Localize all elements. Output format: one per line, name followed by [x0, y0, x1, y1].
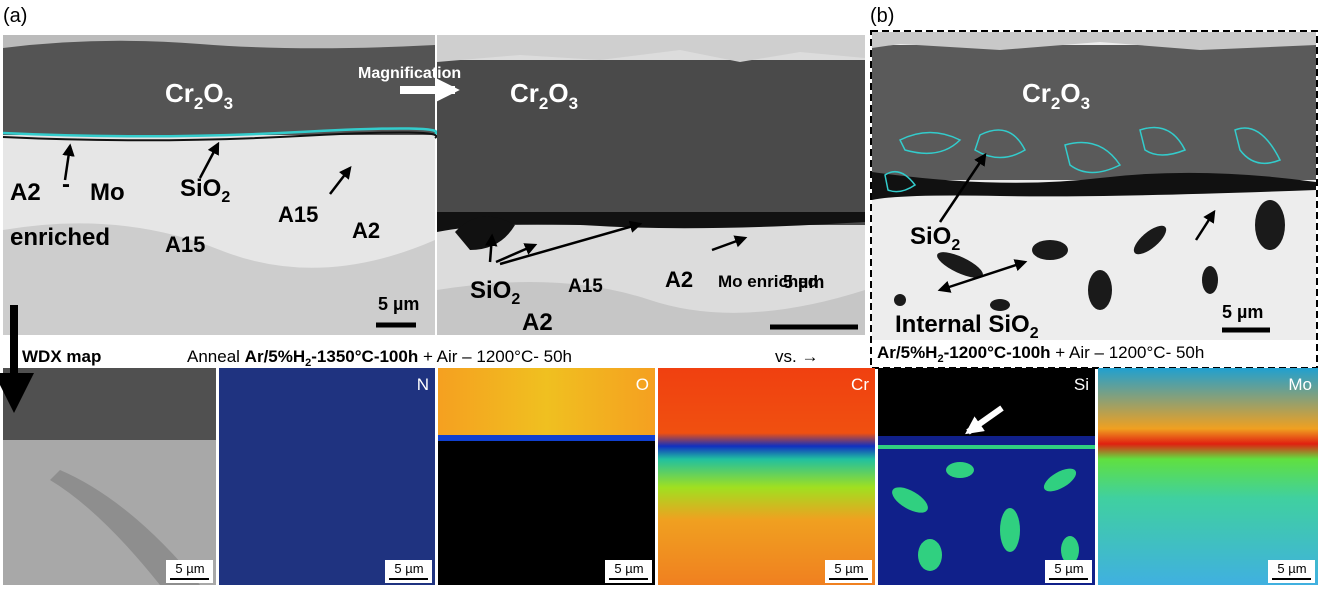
panel-label: (b) [870, 5, 894, 27]
scale-label: 5 µm [1222, 302, 1263, 322]
image-label: - [62, 171, 70, 198]
scale-label: 5 µm [783, 272, 824, 292]
label-part: Cr [510, 78, 539, 108]
image-label: A2 [522, 309, 553, 336]
label-part: SiO [180, 175, 221, 202]
label-part: 3 [224, 94, 233, 113]
image-label: Internal SiO2 [895, 311, 1039, 342]
caption-a: Anneal Ar/5%H2-1350°C-100h + Air – 1200°… [187, 347, 572, 369]
scale-box [385, 560, 432, 583]
image-label: A15 [568, 276, 603, 297]
panel-label: (a) [3, 5, 27, 27]
label-part: A15 [278, 202, 318, 227]
label-part: SiO [470, 277, 511, 304]
image-label: SiO2 [910, 223, 960, 254]
image-label: enriched [10, 224, 110, 251]
arrows [0, 141, 1216, 413]
map-si [878, 368, 1095, 585]
label-part: 3 [569, 94, 578, 113]
map-mo [1098, 368, 1318, 585]
label-part: A2 [10, 179, 41, 206]
image-label: A2 [352, 218, 380, 243]
wdx-label: WDX map [22, 347, 101, 366]
micrograph-a1 [2, 35, 438, 335]
image-label: SiO2 [470, 277, 520, 308]
label-part: 2 [539, 94, 548, 113]
label-part: 2 [511, 291, 520, 308]
label-part: 3 [1081, 94, 1090, 113]
scale-label: 5 µm [1277, 561, 1306, 576]
scale-box [166, 560, 213, 583]
label-part: O [1060, 78, 1080, 108]
image-label: Cr2O3 [165, 78, 233, 113]
label-part: 2 [1030, 325, 1039, 342]
image-label: A15 [165, 232, 205, 257]
label-part: 2 [221, 189, 230, 206]
label-part: - [62, 171, 70, 198]
element-label: O [636, 375, 649, 394]
image-label: SiO2 [180, 175, 230, 206]
label-part: O [548, 78, 568, 108]
scale-box [825, 560, 872, 583]
label-part: 2 [194, 94, 203, 113]
element-label: Si [1074, 375, 1089, 394]
caption-vs: vs. → [775, 347, 818, 366]
scale-label: 5 µm [378, 294, 419, 314]
scale-box [1268, 560, 1315, 583]
map-cr [658, 368, 875, 585]
label-part: Mo enriched [718, 272, 818, 291]
label-part: SiO [910, 223, 951, 250]
map-n [219, 368, 435, 585]
label-part: Mo [90, 179, 125, 206]
image-label: Mo [90, 179, 125, 206]
scale-label: 5 µm [394, 561, 423, 576]
map-o [438, 368, 655, 585]
image-label: Mo enriched [718, 272, 818, 291]
label-part: A15 [568, 276, 603, 297]
element-label: N [417, 375, 429, 394]
image-label: A15 [278, 202, 318, 227]
scale-bars [376, 322, 1270, 333]
image-label: Cr2O3 [1022, 78, 1090, 113]
label-part: O [203, 78, 223, 108]
scale-label: 5 µm [1054, 561, 1083, 576]
label-part: Internal SiO [895, 311, 1030, 338]
scale-label: 5 µm [175, 561, 204, 576]
label-part: enriched [10, 224, 110, 251]
map-bse [3, 368, 216, 585]
magnification-label: Magnification [358, 65, 461, 82]
label-part: 2 [1051, 94, 1060, 113]
label-part: A15 [165, 232, 205, 257]
image-label: Cr2O3 [510, 78, 578, 113]
element-label: Cr [851, 375, 869, 394]
label-part: Cr [1022, 78, 1051, 108]
element-label: Mo [1288, 375, 1312, 394]
scale-label: 5 µm [834, 561, 863, 576]
scale-label: 5 µm [614, 561, 643, 576]
micrograph-a2 [437, 35, 865, 335]
image-label: A2 [10, 179, 41, 206]
label-part: A2 [352, 218, 380, 243]
caption-b: Ar/5%H2-1200°C-100h + Air – 1200°C- 50h [877, 343, 1204, 365]
scale-box [605, 560, 652, 583]
label-part: Cr [165, 78, 194, 108]
image-label: A2 [665, 267, 693, 292]
label-part: A2 [522, 309, 553, 336]
label-part: 2 [951, 237, 960, 254]
scale-box [1045, 560, 1092, 583]
label-part: A2 [665, 267, 693, 292]
